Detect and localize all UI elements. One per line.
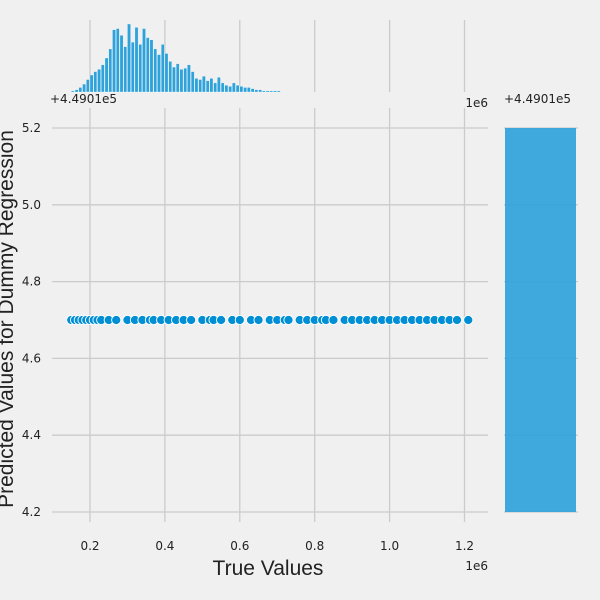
histogram-bar bbox=[202, 75, 206, 93]
scatter-point bbox=[328, 314, 339, 326]
histogram-bar bbox=[161, 44, 165, 93]
histogram-bar bbox=[157, 54, 161, 93]
histogram-bar bbox=[205, 80, 210, 93]
scatter-points bbox=[66, 314, 474, 326]
histogram-bar bbox=[183, 68, 187, 93]
histogram-bar bbox=[254, 89, 259, 93]
y-offset-label-right: +4.4901e5 bbox=[504, 92, 571, 106]
histogram-bar bbox=[269, 90, 274, 93]
histogram-bar bbox=[250, 88, 255, 93]
histogram-bar bbox=[93, 71, 98, 93]
histogram-bar bbox=[213, 82, 217, 93]
histogram-bar bbox=[78, 87, 83, 93]
histogram-bar bbox=[235, 85, 240, 93]
x-tick-label: 0.6 bbox=[230, 539, 249, 553]
scatter-point bbox=[111, 314, 122, 326]
histogram-bar bbox=[232, 82, 236, 93]
histogram-bar bbox=[198, 79, 202, 93]
x-tick-label: 0.4 bbox=[155, 539, 174, 553]
x-tick-labels: 0.2 0.4 0.6 0.8 1.0 1.2 bbox=[80, 539, 474, 553]
histogram-bar bbox=[131, 41, 135, 93]
histogram-bar bbox=[265, 90, 270, 93]
y-tick-label: 5.0 bbox=[22, 198, 41, 212]
y-axis-label: Predicted Values for Dummy Regression bbox=[0, 130, 18, 508]
histogram-bar bbox=[247, 87, 251, 93]
histogram-bar bbox=[142, 28, 146, 93]
histogram-bar bbox=[243, 87, 247, 93]
y-tick-labels: 4.2 4.4 4.6 4.8 5.0 5.2 bbox=[22, 121, 41, 519]
histogram-bar bbox=[74, 89, 79, 93]
histogram-bar bbox=[116, 28, 120, 93]
histogram-bar bbox=[89, 74, 94, 93]
histogram-bar bbox=[190, 71, 195, 93]
histogram-bar bbox=[175, 63, 180, 93]
y-tick-label: 4.8 bbox=[22, 275, 41, 289]
x-scale-label-top: 1e6 bbox=[465, 96, 488, 110]
histogram-bar bbox=[146, 37, 150, 93]
histogram-bar bbox=[153, 48, 157, 93]
y-tick-label: 4.4 bbox=[22, 428, 41, 442]
right-marginal-histogram bbox=[505, 128, 576, 512]
y-tick-label: 5.2 bbox=[22, 121, 41, 135]
histogram-bar bbox=[119, 35, 124, 93]
histogram-bar bbox=[220, 82, 225, 93]
histogram-bar bbox=[101, 64, 105, 93]
histogram-bar bbox=[134, 27, 139, 93]
histogram-bar bbox=[127, 23, 131, 93]
y-tick-label: 4.2 bbox=[22, 505, 41, 519]
histogram-bar bbox=[172, 66, 176, 93]
histogram-bar bbox=[273, 90, 277, 93]
histogram-bar bbox=[224, 85, 229, 93]
histogram-bar bbox=[239, 86, 244, 93]
histogram-bar bbox=[112, 29, 116, 93]
x-tick-label: 0.8 bbox=[305, 539, 324, 553]
histogram-bar bbox=[71, 90, 75, 93]
histogram-bar bbox=[138, 44, 142, 93]
x-axis-label: True Values bbox=[213, 557, 324, 580]
x-tick-label: 0.2 bbox=[80, 539, 99, 553]
scatter-point bbox=[216, 314, 227, 326]
scatter-point bbox=[186, 314, 197, 326]
histogram-bar bbox=[228, 86, 232, 93]
scatter-point bbox=[253, 314, 264, 326]
scatter-point bbox=[234, 314, 245, 326]
top-marginal-histogram bbox=[71, 23, 281, 93]
histogram-bar bbox=[217, 77, 221, 93]
histogram-bar bbox=[258, 89, 262, 93]
histogram-bar bbox=[108, 48, 113, 93]
histogram-bar bbox=[82, 83, 86, 93]
scatter-point bbox=[283, 314, 294, 326]
histogram-bar bbox=[277, 90, 281, 93]
histogram-bar bbox=[168, 61, 172, 93]
histogram-bar bbox=[149, 39, 154, 93]
y-tick-label: 4.6 bbox=[22, 351, 41, 365]
x-tick-label: 1.0 bbox=[380, 539, 399, 553]
histogram-bar bbox=[187, 64, 191, 93]
histogram-bar bbox=[86, 79, 90, 93]
histogram-bar bbox=[179, 69, 184, 93]
x-tick-label: 1.2 bbox=[455, 539, 474, 553]
scatter-point bbox=[451, 314, 463, 326]
histogram-bar bbox=[209, 78, 214, 93]
right-histogram-bar bbox=[505, 128, 576, 512]
histogram-bar bbox=[97, 69, 101, 93]
y-offset-label-top: +4.4901e5 bbox=[50, 92, 117, 106]
histogram-bar bbox=[194, 78, 199, 93]
scatter-point bbox=[463, 314, 474, 326]
histogram-bar bbox=[262, 90, 266, 93]
histogram-bar bbox=[104, 57, 109, 93]
histogram-bar bbox=[123, 46, 128, 93]
histogram-bar bbox=[164, 53, 169, 93]
x-scale-label-main: 1e6 bbox=[465, 559, 488, 573]
